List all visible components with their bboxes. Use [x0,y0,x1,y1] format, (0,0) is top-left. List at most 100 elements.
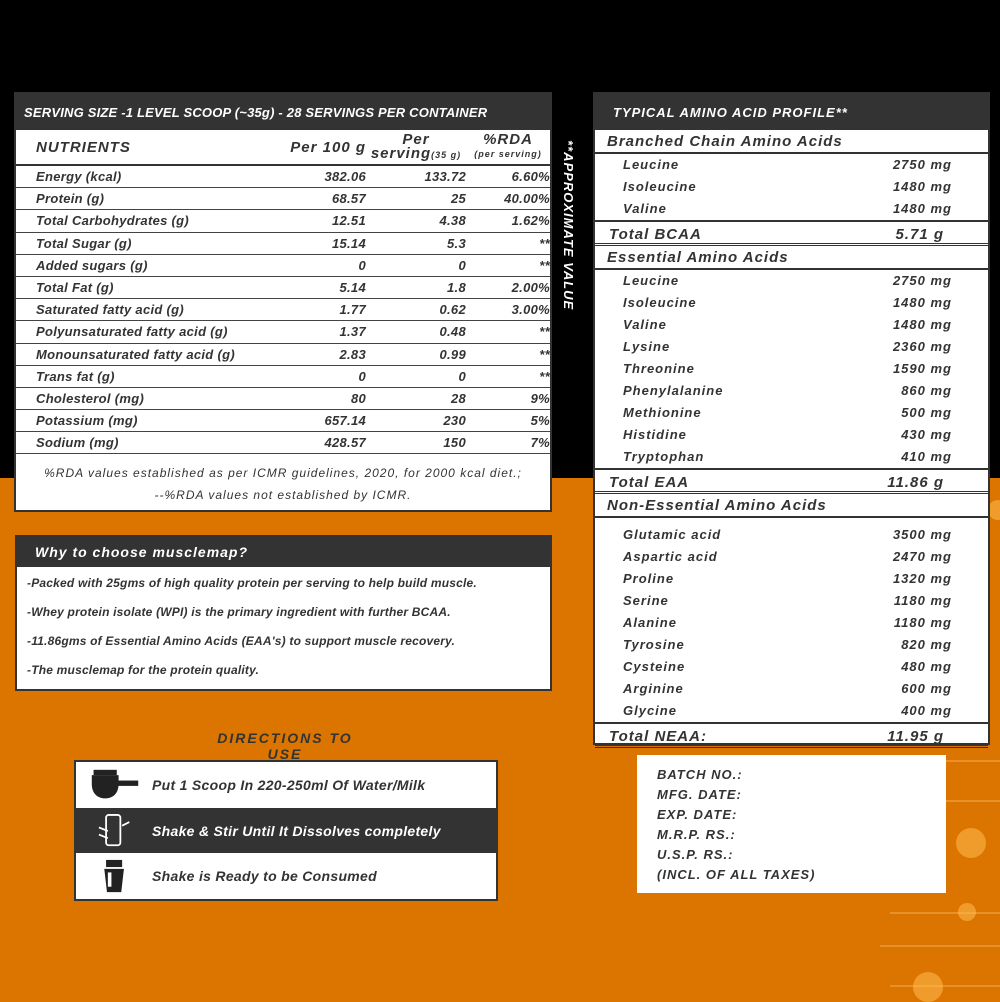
amino-row: Phenylalanine 860 mg [595,380,988,402]
eaa-total-label: Total EAA [609,474,690,491]
serving-value: 28 [450,390,466,406]
neaa-section-title: Non-Essential Amino Acids [595,494,988,518]
per-label: Per [402,130,430,148]
why-point: -11.86gms of Essential Amino Acids (EAA'… [27,634,456,648]
shake-hand-icon [98,813,130,846]
bcaa-total-value: 5.71 g [895,226,944,243]
amino-amount: 2360 mg [892,339,952,354]
serving-value: 4.38 [439,213,466,229]
amino-name: Leucine [623,157,680,172]
per100-value: 0 [358,257,366,273]
footnote-line-1: %RDA values established as per ICMR guid… [44,466,522,481]
nutrition-row: Monounsaturated fatty acid (g) 2.83 0.99 ** [16,344,550,366]
amino-row: Isoleucine 1480 mg [595,176,988,198]
rda-value: 6.60% [511,169,550,185]
eaa-total-row: Total EAA 11.86 g [595,468,988,494]
direction-text: Shake & Stir Until It Dissolves complete… [152,822,441,839]
direction-text: Shake is Ready to be Consumed [152,868,377,885]
bcaa-section-title: Branched Chain Amino Acids [595,130,988,154]
nutrition-row: Cholesterol (mg) 80 28 9% [16,388,550,411]
direction-step: Put 1 Scoop In 220-250ml Of Water/Milk [76,762,496,808]
nutrient-name: Protein (g) [36,191,105,207]
nutrient-name: Sodium (mg) [36,435,119,451]
amino-amount: 1480 mg [892,295,952,310]
amino-name: Alanine [623,615,677,630]
rda-value: ** [539,235,550,251]
amino-amount: 2750 mg [892,273,952,288]
amino-row: Serine 1180 mg [595,590,988,612]
rda-value: 1.62% [511,213,550,229]
amino-row: Isoleucine 1480 mg [595,292,988,314]
amino-row: Leucine 2750 mg [595,270,988,292]
nutrient-name: Cholesterol (mg) [36,390,145,406]
per100-value: 5.14 [339,280,366,296]
nutrition-row: Total Sugar (g) 15.14 5.3 ** [16,233,550,255]
directions-box: Put 1 Scoop In 220-250ml Of Water/Milk S… [74,760,498,901]
nutrition-rows: Energy (kcal) 382.06 133.72 6.60% Protein (g… [16,166,550,455]
per100-value: 0 [358,368,366,384]
amino-name: Threonine [623,361,695,376]
bcaa-total-row: Total BCAA 5.71 g [595,220,988,246]
amino-amount: 1480 mg [892,179,952,194]
amino-amount: 1590 mg [892,361,952,376]
amino-row: Valine 1480 mg [595,198,988,220]
nutrient-name: Total Carbohydrates (g) [36,213,190,229]
amino-header: TYPICAL AMINO ACID PROFILE** [595,94,988,130]
direction-step: Shake & Stir Until It Dissolves complete… [76,807,496,854]
mrp-label: M.R.P. RS.: [657,827,736,842]
rda-label: %RDA [483,131,533,148]
amino-row: Histidine 430 mg [595,424,988,446]
amino-amount: 430 mg [901,427,952,442]
amino-amount: 820 mg [901,637,952,652]
amino-name: Serine [623,593,669,608]
footnote-line-2: --%RDA values not established by ICMR. [154,488,412,503]
serving-value: 150 [443,435,466,451]
amino-amount: 600 mg [901,681,952,696]
why-point: -Whey protein isolate (WPI) is the prima… [27,605,451,619]
neaa-items: Glutamic acid 3500 mg Aspartic acid 2470 mg… [595,518,988,722]
amino-amount: 1180 mg [893,593,952,608]
nutrient-name: Trans fat (g) [36,368,115,384]
bcaa-items: Leucine 2750 mg Isoleucine 1480 mg Valine 148… [595,154,988,220]
per100-value: 428.57 [324,435,366,451]
batch-no-label: BATCH NO.: [657,767,743,782]
amino-body: Branched Chain Amino Acids Leucine 2750 mg… [595,130,988,748]
batch-info-box: BATCH NO.: MFG. DATE: EXP. DATE: M.R.P. … [637,755,946,893]
approximate-value-note: **APPROXIMATE VALUE [561,140,576,311]
nutrient-name: Polyunsaturated fatty acid (g) [36,324,228,340]
amino-row: Tyrosine 820 mg [595,634,988,656]
rda-value: 7% [530,435,550,451]
serving-value: 0.62 [439,302,466,318]
taxes-note: (INCL. OF ALL TAXES) [657,867,816,882]
amino-amount: 1320 mg [892,571,952,586]
amino-name: Tyrosine [623,637,685,652]
amino-row: Valine 1480 mg [595,314,988,336]
amino-row: Threonine 1590 mg [595,358,988,380]
amino-name: Valine [623,317,667,332]
col-nutrients: NUTRIENTS [36,138,131,156]
per100-value: 657.14 [324,413,366,429]
rda-value: 2.00% [511,280,550,296]
amino-amount: 410 mg [901,449,952,464]
neaa-total-value: 11.95 g [887,728,944,745]
per100-value: 1.77 [339,302,366,318]
amino-row: Leucine 2750 mg [595,154,988,176]
amino-name: Glycine [623,703,677,718]
bcaa-total-label: Total BCAA [609,226,702,243]
serving-value: 0.48 [439,324,466,340]
col-per-serving: Per serving(35 g) [366,130,466,162]
nutrient-name: Added sugars (g) [36,257,148,273]
nutrient-name: Total Fat (g) [36,280,114,296]
amino-row: Glutamic acid 3500 mg [595,524,988,546]
amino-amount: 2470 mg [892,549,952,564]
nutrition-footnote: %RDA values established as per ICMR guid… [16,454,550,506]
amino-amount: 1480 mg [892,317,952,332]
nutrient-name: Energy (kcal) [36,169,122,185]
mfg-date-label: MFG. DATE: [657,787,742,802]
amino-name: Phenylalanine [623,383,724,398]
amino-row: Alanine 1180 mg [595,612,988,634]
nutrition-row: Saturated fatty acid (g) 1.77 0.62 3.00% [16,299,550,322]
why-title: Why to choose musclemap? [17,537,550,567]
rda-value: ** [539,368,550,384]
nutrient-name: Total Sugar (g) [36,235,132,251]
